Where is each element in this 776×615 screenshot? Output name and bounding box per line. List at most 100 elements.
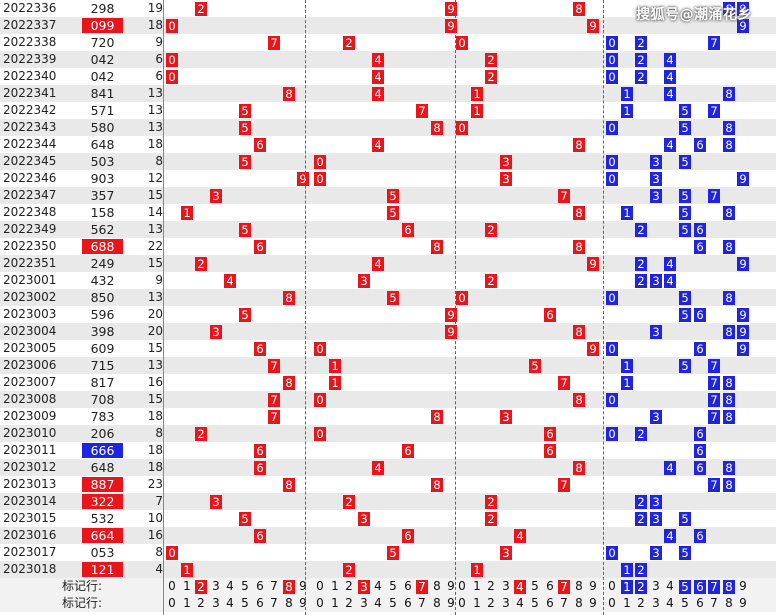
marker-digit[interactable]: 1 — [473, 579, 481, 593]
marker-digit[interactable]: 4 — [666, 579, 674, 593]
marker-digit[interactable]: 7 — [558, 580, 570, 594]
marker-digit[interactable]: 6 — [696, 596, 704, 610]
marker-digit[interactable]: 0 — [316, 579, 324, 593]
marker-digit[interactable]: 4 — [226, 596, 234, 610]
sum-value: 23 — [147, 477, 163, 491]
marker-digit[interactable]: 0 — [168, 579, 176, 593]
marker-digit[interactable]: 9 — [299, 579, 307, 593]
distribution-digit-cell: 5 — [679, 189, 691, 203]
marker-digit[interactable]: 2 — [637, 596, 645, 610]
marker-digit[interactable]: 8 — [723, 580, 735, 594]
marker-row: 标记行: 0 1 2 3 4 5 6 7 8 9 0 1 2 3 4 5 6 7 8 9 0 1 2 3 4 5 6 7 8 9 0 1 2 3 4 5… — [0, 595, 776, 612]
marker-digit[interactable]: 3 — [360, 596, 368, 610]
marker-digit[interactable]: 2 — [487, 579, 495, 593]
marker-digit[interactable]: 3 — [502, 596, 510, 610]
marker-digit[interactable]: 1 — [331, 579, 339, 593]
marker-digit[interactable]: 5 — [681, 596, 689, 610]
sum-value: 13 — [147, 222, 163, 236]
marker-digit[interactable]: 0 — [608, 579, 616, 593]
marker-digit[interactable]: 7 — [710, 596, 718, 610]
position-digit-cell: 3 — [210, 325, 222, 339]
marker-digit[interactable]: 4 — [516, 596, 524, 610]
marker-digit[interactable]: 7 — [418, 596, 426, 610]
marker-digit[interactable]: 0 — [458, 579, 466, 593]
distribution-digit-cell: 0 — [606, 53, 618, 67]
marker-digit[interactable]: 4 — [374, 596, 382, 610]
marker-digit[interactable]: 5 — [241, 579, 249, 593]
marker-digit[interactable]: 0 — [316, 596, 324, 610]
marker-digit[interactable]: 8 — [433, 596, 441, 610]
marker-digit[interactable]: 7 — [270, 596, 278, 610]
marker-digit[interactable]: 1 — [183, 579, 191, 593]
position-digit-cell: 1 — [329, 359, 341, 373]
marker-digit[interactable]: 1 — [183, 596, 191, 610]
marker-digit[interactable]: 5 — [241, 596, 249, 610]
marker-digit[interactable]: 0 — [458, 596, 466, 610]
marker-digit[interactable]: 6 — [404, 579, 412, 593]
position-digit-cell: 5 — [239, 512, 251, 526]
marker-digit[interactable]: 3 — [652, 596, 660, 610]
marker-digit[interactable]: 6 — [256, 596, 264, 610]
marker-digit[interactable]: 2 — [345, 579, 353, 593]
marker-digit[interactable]: 4 — [374, 579, 382, 593]
marker-digit[interactable]: 6 — [694, 580, 706, 594]
marker-digit[interactable]: 5 — [389, 596, 397, 610]
marker-digit[interactable]: 2 — [635, 580, 647, 594]
marker-digit[interactable]: 6 — [256, 579, 264, 593]
marker-digit[interactable]: 9 — [739, 579, 747, 593]
marker-digit[interactable]: 0 — [608, 596, 616, 610]
marker-digit[interactable]: 5 — [389, 579, 397, 593]
marker-digit[interactable]: 4 — [666, 596, 674, 610]
marker-digit[interactable]: 2 — [487, 596, 495, 610]
distribution-digit-cell: 3 — [650, 274, 662, 288]
marker-digit[interactable]: 5 — [531, 596, 539, 610]
marker-digit[interactable]: 9 — [447, 579, 455, 593]
period-number: 2023016 — [3, 528, 57, 542]
marker-digit[interactable]: 4 — [226, 579, 234, 593]
distribution-digit-cell: 1 — [621, 359, 633, 373]
marker-digit[interactable]: 7 — [560, 596, 568, 610]
marker-digit[interactable]: 6 — [404, 596, 412, 610]
marker-digit[interactable]: 3 — [652, 579, 660, 593]
marker-digit[interactable]: 6 — [546, 579, 554, 593]
marker-digit[interactable]: 7 — [416, 580, 428, 594]
marker-digit[interactable]: 4 — [514, 580, 526, 594]
marker-digit[interactable]: 9 — [589, 579, 597, 593]
marker-digit[interactable]: 8 — [433, 579, 441, 593]
marker-digit[interactable]: 1 — [621, 580, 633, 594]
marker-digit[interactable]: 3 — [212, 579, 220, 593]
marker-digit[interactable]: 9 — [447, 596, 455, 610]
marker-digit[interactable]: 6 — [546, 596, 554, 610]
marker-digit[interactable]: 2 — [345, 596, 353, 610]
marker-digit[interactable]: 9 — [299, 596, 307, 610]
marker-digit[interactable]: 7 — [270, 579, 278, 593]
marker-digit[interactable]: 9 — [739, 596, 747, 610]
marker-digit[interactable]: 8 — [725, 596, 733, 610]
marker-digit[interactable]: 3 — [212, 596, 220, 610]
sum-value: 18 — [147, 137, 163, 151]
marker-digit[interactable]: 3 — [502, 579, 510, 593]
position-digit-cell: 0 — [314, 342, 326, 356]
marker-digit[interactable]: 2 — [197, 596, 205, 610]
marker-digit[interactable]: 2 — [195, 580, 207, 594]
marker-digit[interactable]: 5 — [531, 579, 539, 593]
marker-digit[interactable]: 1 — [331, 596, 339, 610]
distribution-digit-cell: 8 — [723, 2, 735, 16]
table-row: 2022340 042 6 0 4 2 0 2 4 — [0, 68, 776, 85]
marker-digit[interactable]: 8 — [283, 580, 295, 594]
marker-digit[interactable]: 5 — [679, 580, 691, 594]
draw-number: 042 — [90, 52, 115, 67]
marker-digit[interactable]: 7 — [708, 580, 720, 594]
marker-digit[interactable]: 1 — [623, 596, 631, 610]
distribution-digit-cell: 8 — [723, 478, 735, 492]
table-row: 2022350 688 22 6 8 8 6 8 — [0, 238, 776, 255]
marker-digit[interactable]: 8 — [575, 596, 583, 610]
marker-digit[interactable]: 0 — [168, 596, 176, 610]
marker-digit[interactable]: 3 — [358, 580, 370, 594]
distribution-digit-cell: 5 — [679, 546, 691, 560]
marker-digit[interactable]: 9 — [589, 596, 597, 610]
sum-value: 18 — [147, 409, 163, 423]
marker-digit[interactable]: 8 — [575, 579, 583, 593]
marker-digit[interactable]: 1 — [473, 596, 481, 610]
marker-digit[interactable]: 8 — [285, 596, 293, 610]
